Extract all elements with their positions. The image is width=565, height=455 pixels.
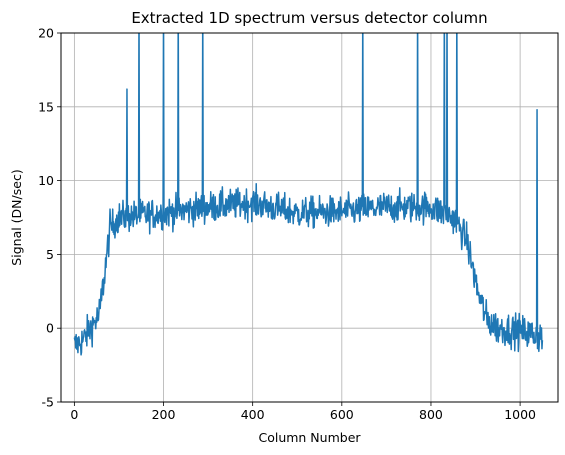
x-axis-label: Column Number [258, 430, 361, 445]
x-tick-label: 600 [330, 407, 354, 422]
chart-title: Extracted 1D spectrum versus detector co… [131, 9, 487, 27]
x-tick-label: 800 [419, 407, 443, 422]
y-tick-label: 0 [46, 321, 54, 336]
x-tick-label: 200 [152, 407, 176, 422]
y-tick-label: 20 [38, 26, 54, 41]
series-group [73, 33, 544, 356]
y-axis-label: Signal (DN/sec) [9, 169, 24, 265]
x-tick-label: 1000 [504, 407, 536, 422]
spectrum-line [73, 33, 544, 356]
x-axis: 0 200 400 600 800 1000 [70, 402, 536, 422]
x-tick-label: 400 [241, 407, 265, 422]
y-tick-label: 10 [38, 173, 54, 188]
y-tick-label: -5 [42, 395, 54, 410]
plot-frame [60, 32, 559, 403]
y-tick-label: 15 [38, 99, 54, 114]
y-tick-label: 5 [46, 247, 54, 262]
x-tick-label: 0 [70, 407, 78, 422]
y-axis: -5 0 5 10 15 20 [38, 26, 61, 410]
